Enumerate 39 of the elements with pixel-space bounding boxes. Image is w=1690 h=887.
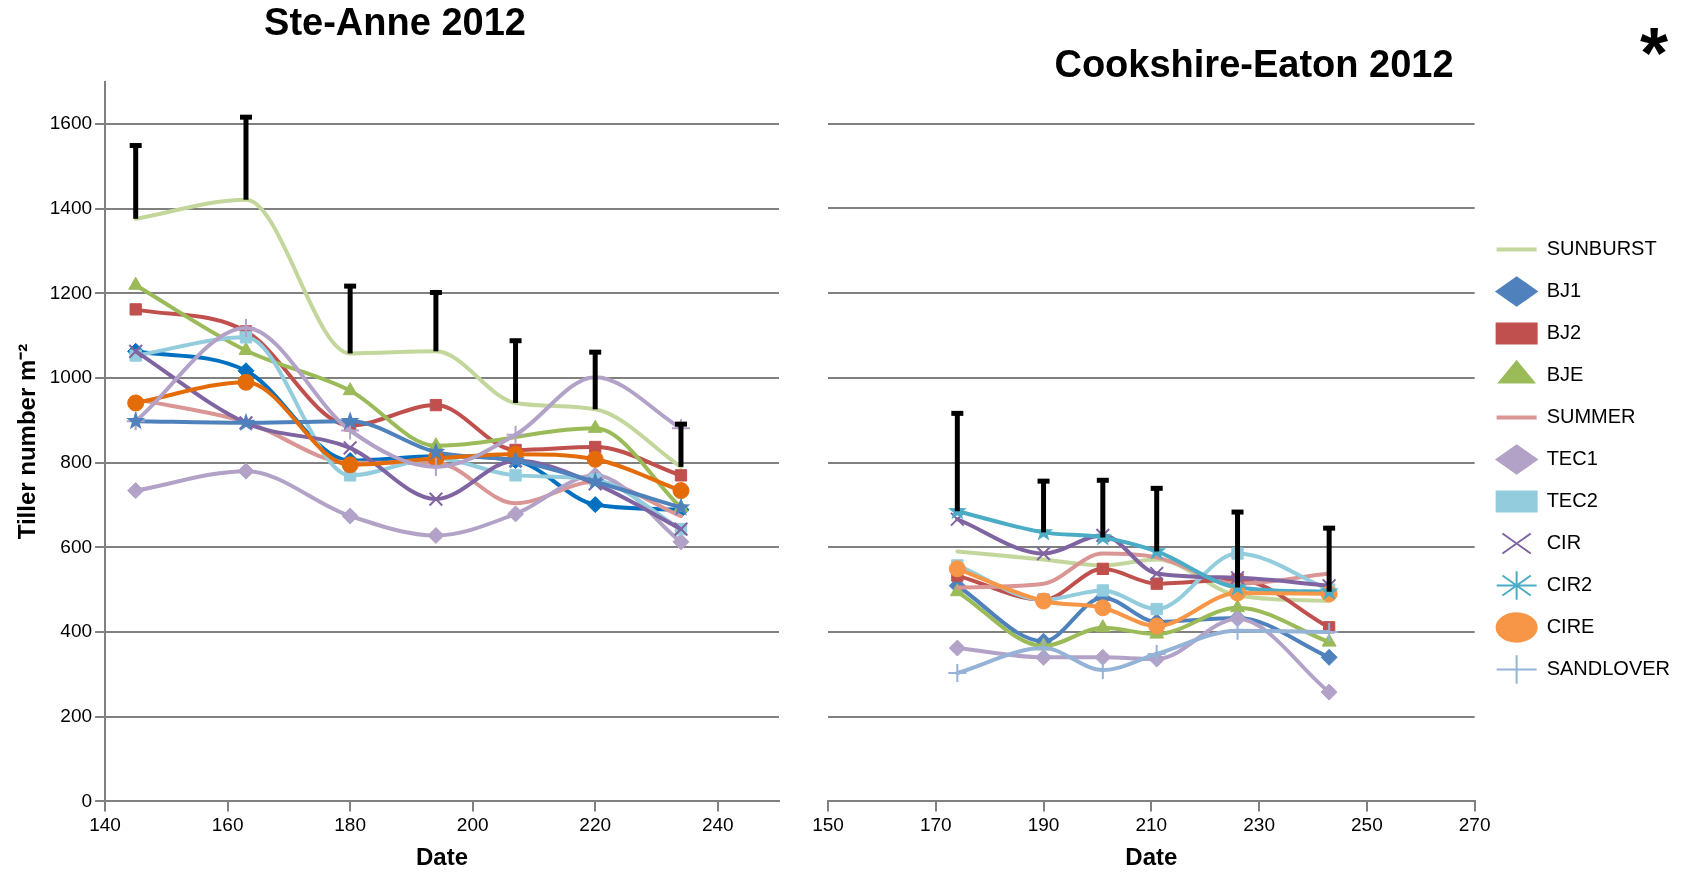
x-axis-title: Date [1125,843,1178,871]
y-axis-title: Tiller number m⁻² [13,343,41,540]
x-tick-label: 240 [701,814,734,836]
legend-label: TEC2 [1546,489,1598,512]
legend-label: BJ1 [1546,279,1582,302]
y-tick-label: 600 [60,535,93,557]
y-tick-label: 1200 [49,281,93,303]
legend-label: SUNBURST [1546,237,1657,260]
x-tick-label: 250 [1351,814,1383,836]
y-tick-label: 200 [60,704,93,726]
y-tick-label: 800 [60,450,93,472]
x-tick-label: 180 [334,814,366,836]
legend-label: SUMMER [1546,405,1636,428]
y-tick-label: 1400 [49,196,93,218]
x-tick-label: 210 [1135,814,1168,836]
x-tick-label: 270 [1458,814,1491,836]
legend-label: SANDLOVER [1546,657,1671,680]
legend-label: BJ2 [1546,321,1582,344]
x-tick-label: 200 [456,814,489,836]
legend-label: CIR [1546,531,1582,554]
legend-label: CIRE [1546,615,1595,638]
chart-title: Ste-Anne 2012 [264,1,526,44]
y-tick-label: 400 [60,620,93,642]
x-tick-label: 230 [1243,814,1275,836]
text: * [1639,12,1668,94]
y-tick-label: 0 [81,789,93,811]
legend-label: TEC1 [1546,447,1598,470]
x-tick-label: 150 [812,814,844,836]
x-tick-label: 190 [1027,814,1060,836]
x-axis-title: Date [416,843,469,871]
x-tick-label: 160 [211,814,244,836]
y-tick-label: 1600 [49,112,93,134]
legend-label: BJE [1546,363,1584,386]
x-tick-label: 140 [89,814,121,836]
y-tick-label: 1000 [49,366,93,388]
chart-title: Cookshire-Eaton 2012 [1054,43,1454,86]
x-tick-label: 170 [919,814,952,836]
legend-label: CIR2 [1546,573,1593,596]
x-tick-label: 220 [579,814,612,836]
